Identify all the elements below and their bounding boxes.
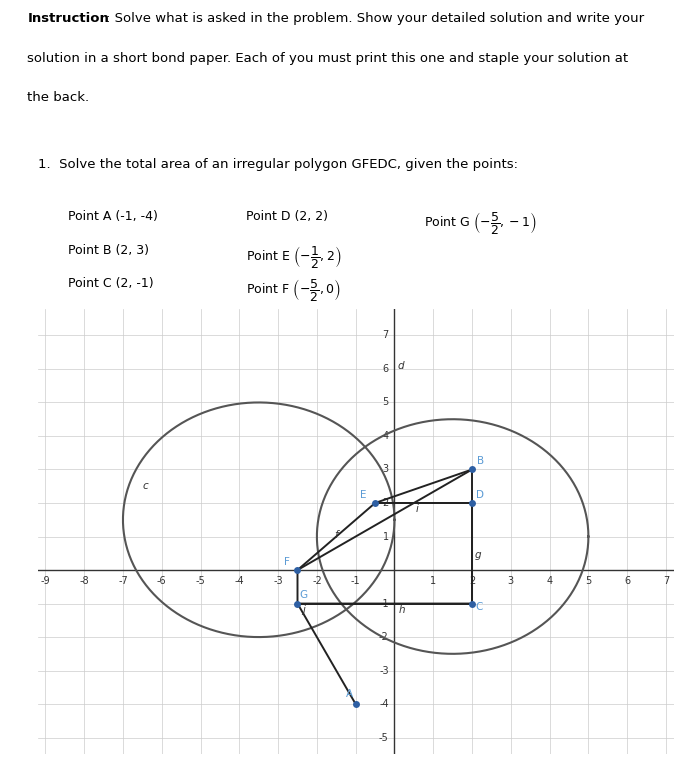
Text: F: F: [284, 557, 290, 568]
Text: 2: 2: [382, 498, 389, 508]
Text: D: D: [476, 490, 484, 501]
Text: Point B (2, 3): Point B (2, 3): [68, 244, 149, 257]
Text: -4: -4: [235, 576, 244, 586]
Text: -4: -4: [379, 699, 389, 709]
Text: -6: -6: [157, 576, 166, 586]
Text: -9: -9: [40, 576, 50, 586]
Text: j: j: [302, 604, 305, 615]
Text: d: d: [397, 360, 404, 370]
Text: -8: -8: [79, 576, 89, 586]
Text: 3: 3: [382, 465, 389, 475]
Text: -1: -1: [379, 599, 389, 609]
Text: h: h: [399, 604, 406, 615]
Text: -5: -5: [196, 576, 205, 586]
Text: G: G: [300, 590, 308, 600]
Text: -2: -2: [379, 632, 389, 642]
Text: 4: 4: [382, 431, 389, 441]
Text: -2: -2: [312, 576, 321, 586]
Text: 2: 2: [469, 576, 475, 586]
Text: 4: 4: [547, 576, 553, 586]
Text: 1: 1: [382, 532, 389, 542]
Text: 1: 1: [430, 576, 436, 586]
Text: 7: 7: [382, 331, 389, 341]
Text: f: f: [334, 530, 338, 539]
Text: solution in a short bond paper. Each of you must print this one and staple your : solution in a short bond paper. Each of …: [27, 52, 629, 65]
Text: Point D (2, 2): Point D (2, 2): [246, 210, 328, 223]
Text: -7: -7: [118, 576, 128, 586]
Text: the back.: the back.: [27, 91, 90, 104]
Text: c: c: [142, 482, 148, 491]
Text: i: i: [416, 504, 419, 514]
Text: A: A: [346, 689, 353, 699]
Text: C: C: [475, 602, 482, 612]
Text: Point E $\left(-\dfrac{1}{2}, 2\right)$: Point E $\left(-\dfrac{1}{2}, 2\right)$: [246, 244, 342, 270]
Text: 7: 7: [663, 576, 669, 586]
Text: 5: 5: [382, 398, 389, 408]
Text: -3: -3: [274, 576, 283, 586]
Text: Point G $\left(-\dfrac{5}{2}, -1\right)$: Point G $\left(-\dfrac{5}{2}, -1\right)$: [424, 210, 537, 236]
Text: Point C (2, -1): Point C (2, -1): [68, 277, 154, 290]
Text: -1: -1: [351, 576, 360, 586]
Text: 6: 6: [382, 364, 389, 374]
Text: Point A (-1, -4): Point A (-1, -4): [68, 210, 158, 223]
Text: 1.  Solve the total area of an irregular polygon GFEDC, given the points:: 1. Solve the total area of an irregular …: [38, 158, 518, 171]
Text: : Solve what is asked in the problem. Show your detailed solution and write your: : Solve what is asked in the problem. Sh…: [106, 12, 644, 25]
Text: Instruction: Instruction: [27, 12, 109, 25]
Text: -5: -5: [379, 732, 389, 743]
Text: 5: 5: [586, 576, 592, 586]
Text: Point F $\left(-\dfrac{5}{2}, 0\right)$: Point F $\left(-\dfrac{5}{2}, 0\right)$: [246, 277, 341, 303]
Text: g: g: [475, 550, 482, 560]
Text: B: B: [477, 456, 484, 466]
Text: -3: -3: [379, 665, 389, 676]
Text: 6: 6: [624, 576, 630, 586]
Text: 3: 3: [508, 576, 514, 586]
Text: E: E: [360, 490, 366, 501]
